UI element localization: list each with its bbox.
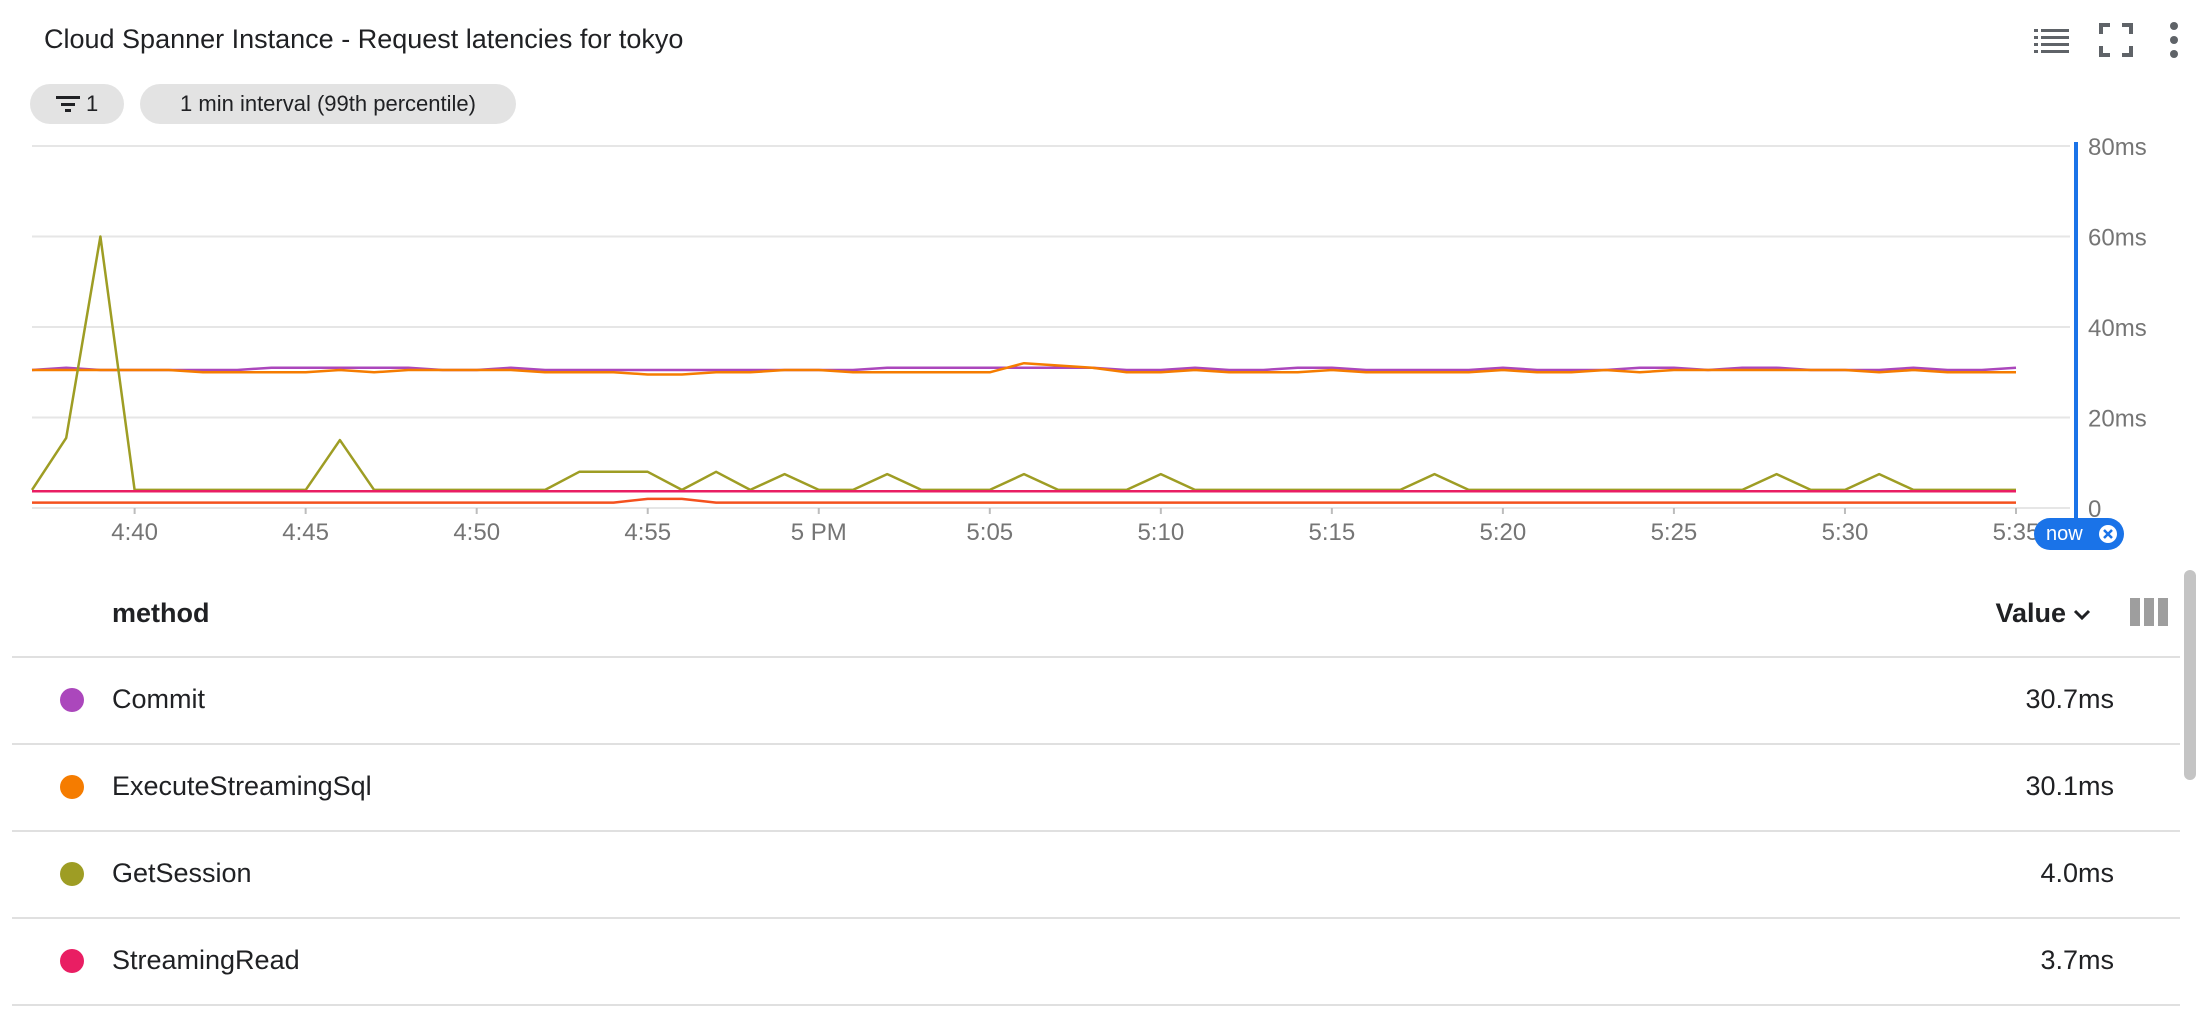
table-row[interactable]: ExecuteStreamingSql 30.1ms [12,745,2180,832]
value-header-label: Value [1995,598,2066,628]
filter-chip[interactable]: 1 [30,84,124,124]
method-value: 3.7ms [2040,945,2114,975]
grid-lines [32,145,2070,509]
latency-chart: 4:40 4:45 4:50 4:55 5 PM 5:05 5:10 5:15 5:20 5:25… [30,134,2147,546]
table-row[interactable]: GetSession 4.0ms [12,832,2180,919]
x-axis-ticks: 4:40 4:45 4:50 4:55 5 PM 5:05 5:10 5:15 5:20 5:25… [111,508,2039,546]
scrollbar[interactable] [2184,570,2196,780]
list-icon[interactable] [2032,20,2072,60]
series-color-dot [60,862,84,886]
interval-chip[interactable]: 1 min interval (99th percentile) [140,84,516,124]
x-tick-label: 4:40 [111,519,158,546]
method-name: GetSession [112,858,252,888]
filter-icon [56,96,80,112]
table-rows: Commit 30.7ms ExecuteStreamingSql 30.1ms Get… [12,658,2180,1006]
y-tick-label: 20ms [2088,406,2147,433]
x-tick-label: 4:55 [624,519,671,546]
x-tick-label: 5:20 [1480,519,1527,546]
close-icon[interactable] [2098,524,2118,544]
x-tick-label: 5 PM [791,519,847,546]
method-name: Commit [112,684,205,714]
method-name: StreamingRead [112,945,300,975]
series-line [30,235,2016,492]
method-value: 4.0ms [2040,858,2114,888]
x-tick-label: 4:45 [282,519,329,546]
table-header: method Value [12,570,2180,658]
fullscreen-icon[interactable] [2096,20,2136,60]
x-tick-label: 5:25 [1651,519,1698,546]
series-color-dot [60,949,84,973]
series-line [31,366,2017,372]
x-tick-label: 5:05 [966,519,1013,546]
column-picker-icon[interactable] [2130,598,2168,626]
series-color-dot [60,775,84,799]
y-tick-label: 40ms [2088,315,2147,342]
x-tick-label: 5:15 [1309,519,1356,546]
now-badge[interactable]: now [2034,518,2124,550]
legend-table: method Value Commit 30.7ms ExecuteStreamin… [12,570,2180,1006]
y-axis-ticks: 0 20ms 40ms 60ms 80ms [2088,134,2147,523]
series-lines [30,235,2017,504]
method-name: ExecuteStreamingSql [112,771,372,801]
now-label: now [2046,523,2083,545]
method-column-header[interactable]: method [112,598,210,628]
filter-count: 1 [86,91,99,116]
y-tick-label: 0 [2088,496,2101,523]
series-color-dot [60,688,84,712]
chart-toolbar [2024,14,2204,64]
series-line [32,497,2016,504]
more-vert-icon[interactable] [2154,20,2194,60]
x-tick-label: 5:35 [1993,519,2040,546]
chevron-down-icon [2073,609,2091,620]
method-value: 30.7ms [2025,684,2114,714]
y-tick-label: 60ms [2088,225,2147,252]
table-row[interactable]: Commit 30.7ms [12,658,2180,745]
x-tick-label: 4:50 [453,519,500,546]
chart-title: Cloud Spanner Instance - Request latenci… [44,24,684,54]
value-column-header[interactable]: Value [1995,598,2092,629]
y-tick-label: 80ms [2088,134,2147,161]
series-line [32,361,2016,376]
x-tick-label: 5:10 [1137,519,1184,546]
table-row[interactable]: StreamingRead 3.7ms [12,919,2180,1006]
x-tick-label: 5:30 [1822,519,1869,546]
method-value: 30.1ms [2025,771,2114,801]
